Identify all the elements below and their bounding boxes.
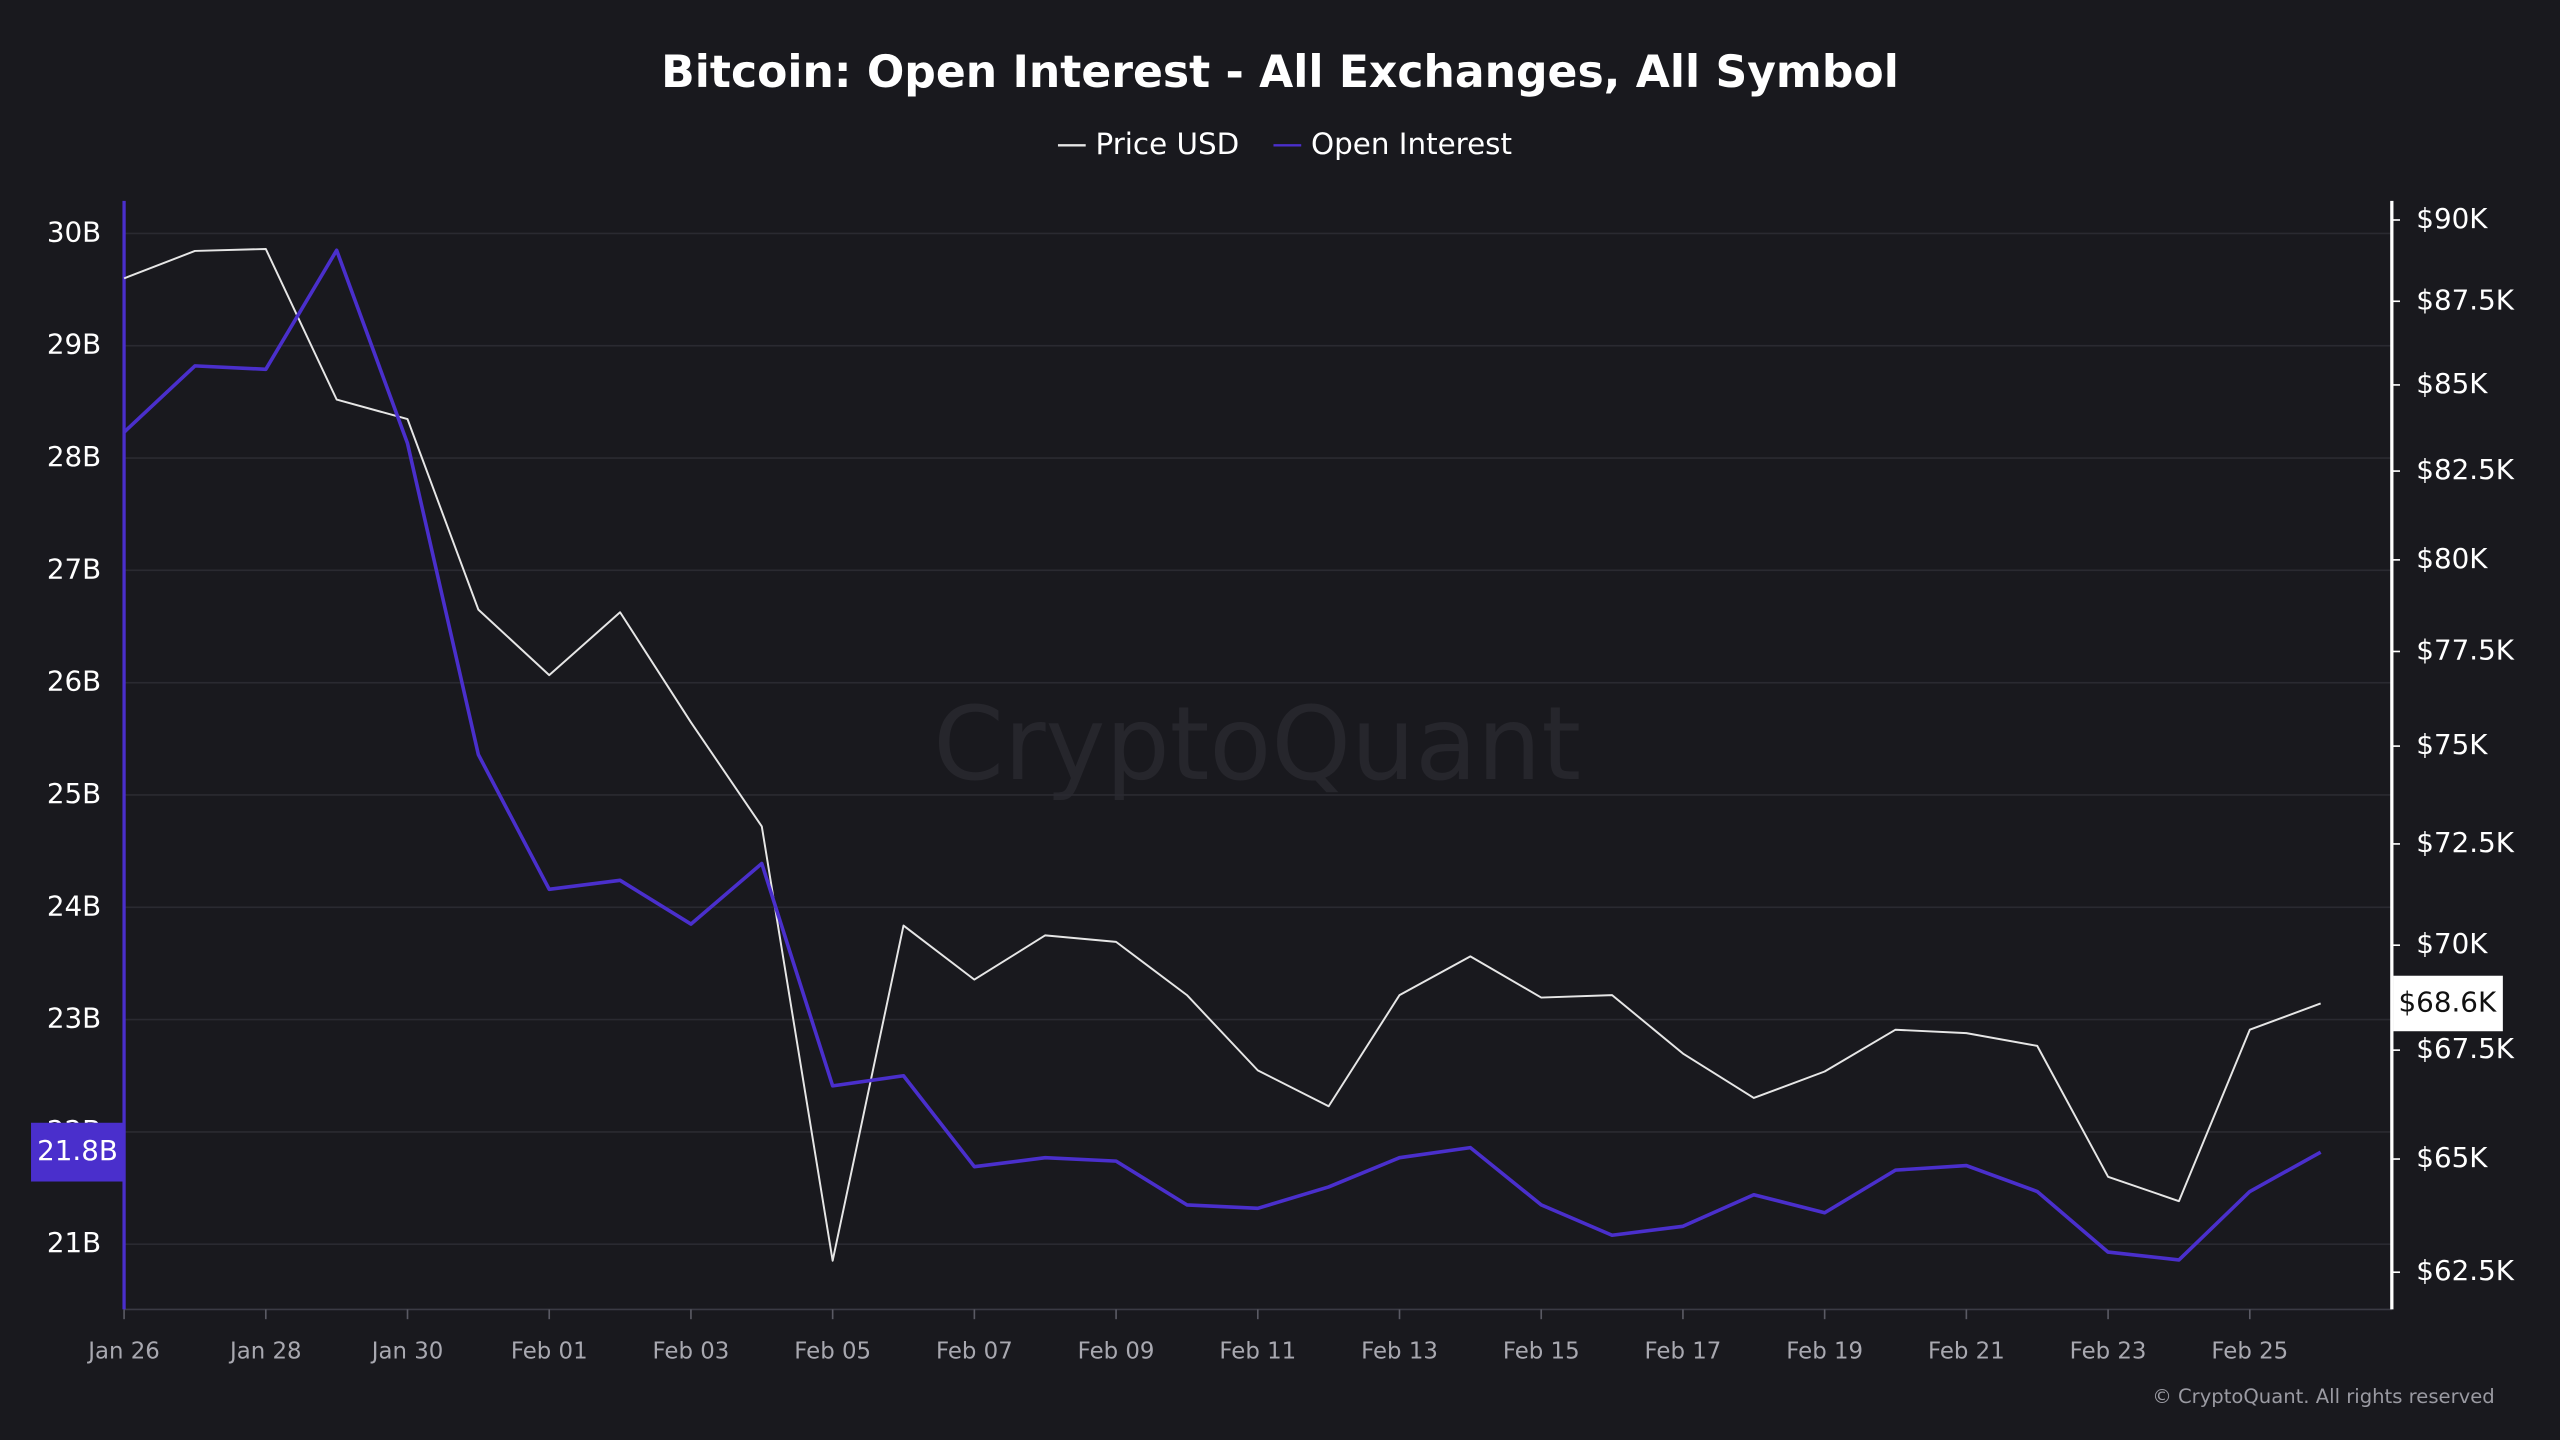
y2-tick-label: $62.5K [2416, 1254, 2514, 1287]
x-tick-label: Feb 09 [1078, 1338, 1155, 1364]
y-tick-label: 26B [47, 665, 101, 698]
copyright: © CryptoQuant. All rights reserved [2152, 1385, 2494, 1408]
y-tick-label: 28B [47, 440, 101, 473]
y2-tick-label: $85K [2416, 367, 2488, 400]
y2-tick-label: $80K [2416, 542, 2488, 575]
end-value-badge [2393, 975, 2503, 1032]
y2-tick-label: $75K [2416, 728, 2488, 761]
x-tick-label: Feb 19 [1786, 1338, 1863, 1364]
legend-label: Open Interest [1311, 127, 1512, 161]
y2-tick-label: $67.5K [2416, 1032, 2514, 1065]
y-tick-label: 23B [47, 1002, 101, 1035]
x-tick-label: Feb 21 [1928, 1338, 2005, 1364]
end-value-label: $68.6K [2399, 985, 2497, 1018]
y2-tick-label: $65K [2416, 1141, 2488, 1174]
x-tick-label: Feb 15 [1503, 1338, 1580, 1364]
y2-tick-label: $87.5K [2416, 283, 2514, 316]
series-line [123, 248, 2321, 1262]
x-tick-label: Jan 30 [370, 1338, 444, 1364]
y-tick-label: 24B [47, 889, 101, 922]
x-tick-label: Feb 23 [2070, 1338, 2147, 1364]
y-tick-label: 21B [47, 1226, 101, 1259]
y-tick-label: 25B [47, 777, 101, 810]
y2-tick-label: $82.5K [2416, 453, 2514, 486]
y2-tick-label: $90K [2416, 202, 2488, 235]
end-value-label: 21.8B [37, 1134, 118, 1167]
y2-tick-label: $77.5K [2416, 633, 2514, 666]
y2-tick-label: $72.5K [2416, 826, 2514, 859]
watermark: CryptoQuant [933, 685, 1581, 803]
chart-title: Bitcoin: Open Interest - All Exchanges, … [661, 47, 1899, 98]
x-tick-label: Jan 28 [228, 1338, 302, 1364]
x-tick-label: Feb 01 [511, 1338, 588, 1364]
x-tick-label: Feb 03 [653, 1338, 730, 1364]
x-tick-label: Jan 26 [86, 1338, 160, 1364]
x-tick-label: Feb 07 [936, 1338, 1013, 1364]
x-tick-label: Feb 05 [794, 1338, 871, 1364]
x-tick-label: Feb 17 [1645, 1338, 1722, 1364]
legend-label: Price USD [1096, 127, 1240, 161]
x-tick-label: Feb 13 [1361, 1338, 1438, 1364]
x-tick-label: Feb 11 [1219, 1338, 1296, 1364]
end-value-badge [31, 1122, 125, 1182]
y-tick-label: 29B [47, 328, 101, 361]
y2-tick-label: $70K [2416, 927, 2488, 960]
x-tick-label: Feb 25 [2211, 1338, 2288, 1364]
y-tick-label: 30B [47, 215, 101, 248]
series-line [122, 248, 2322, 1262]
y-tick-label: 27B [47, 552, 101, 585]
